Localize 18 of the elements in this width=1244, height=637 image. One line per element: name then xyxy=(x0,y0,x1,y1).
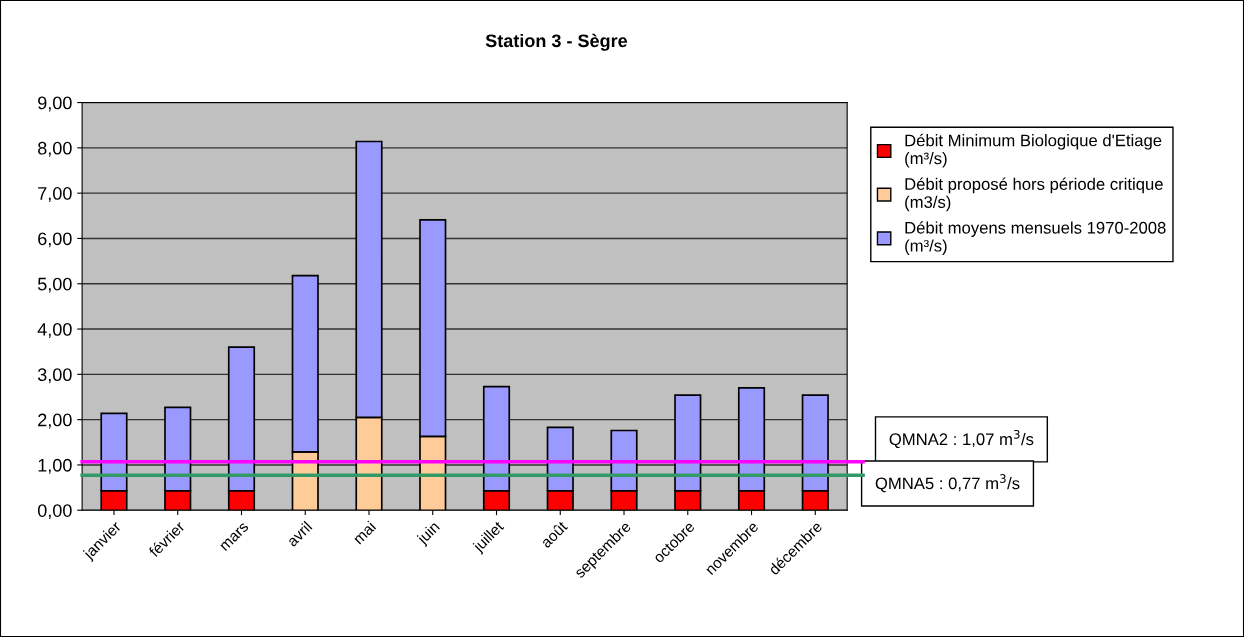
y-tick-label: 0,00 xyxy=(37,504,72,520)
y-tick-label: 5,00 xyxy=(37,277,72,293)
y-tick-label: 7,00 xyxy=(38,187,72,203)
legend-label: Débit proposé hors période critique (m3/s) xyxy=(905,177,1163,212)
legend-label: Débit moyens mensuels 1970-2008 (m³/s) xyxy=(905,221,1166,255)
ref-line-label: QMNA5 : 0,77 m$^{3}$/s xyxy=(875,474,1020,493)
ref-line-label: QMNA2 : 1,07 m$^{3}$/s xyxy=(889,429,1034,449)
y-tick-label: 9,00 xyxy=(38,96,72,112)
x-tick-label: juin xyxy=(415,520,443,548)
y-tick-label: 4,00 xyxy=(37,322,72,338)
y-tick-label: 8,00 xyxy=(38,141,72,157)
x-tick-label: mai xyxy=(352,520,377,545)
y-tick-label: 1,00 xyxy=(38,458,72,474)
chart-title: Station 3 - Sègre xyxy=(485,33,628,51)
legend-label: Débit Minimum Biologique d'Etiage (m³/s) xyxy=(905,133,1162,168)
y-tick-label: 2,00 xyxy=(38,413,72,429)
y-tick-label: 3,00 xyxy=(37,368,72,384)
y-tick-label: 6,00 xyxy=(38,232,72,248)
